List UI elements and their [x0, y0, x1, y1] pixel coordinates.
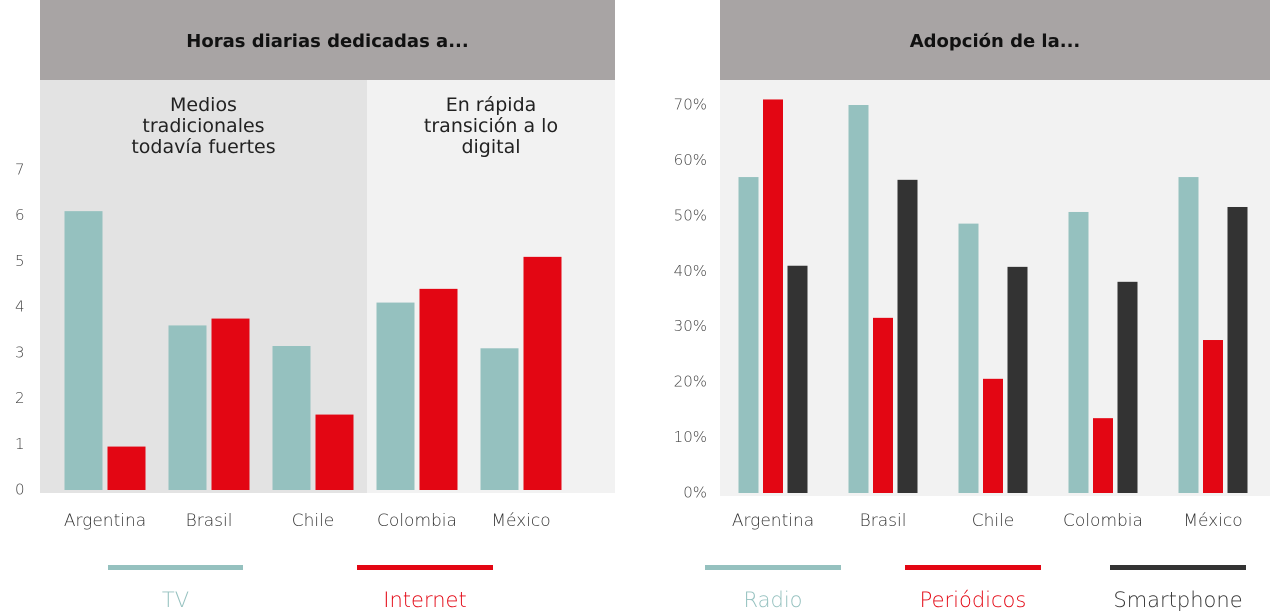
x-tick-label: Brasil — [860, 511, 907, 531]
legend-swatch — [108, 565, 243, 570]
y-tick-label: 70% — [674, 96, 707, 114]
legend-swatch — [357, 565, 493, 570]
y-tick-label: 50% — [674, 206, 707, 224]
bar — [1227, 206, 1248, 493]
bar — [523, 256, 562, 490]
legend-label: Internet — [383, 588, 466, 612]
annotation: En rápida transición a lo digital — [423, 94, 559, 158]
bar — [168, 325, 207, 490]
bar — [983, 378, 1003, 493]
y-tick-label: 0 — [15, 481, 25, 499]
y-tick-label: 4 — [15, 298, 25, 316]
bar — [958, 223, 979, 494]
x-tick-label: Argentina — [64, 511, 146, 531]
x-tick-label: Colombia — [1063, 511, 1143, 531]
bar — [787, 265, 808, 493]
bar — [376, 302, 415, 490]
bar — [272, 346, 311, 490]
legend-swatch — [1110, 565, 1246, 570]
legend-label: Radio — [743, 588, 802, 612]
bar — [1007, 266, 1028, 493]
legend-label: Periódicos — [920, 588, 1027, 612]
bar — [738, 177, 759, 494]
bar — [1093, 418, 1113, 493]
bar — [848, 105, 869, 493]
annotation: Medios tradicionales todavía fuertes — [131, 94, 276, 158]
bar — [897, 179, 918, 494]
chart-title: Horas diarias dedicadas a... — [186, 31, 468, 52]
legend-swatch — [705, 565, 841, 570]
bar — [1068, 211, 1089, 493]
y-tick-label: 60% — [674, 151, 707, 169]
x-tick-label: Chile — [972, 511, 1015, 531]
x-tick-label: Chile — [292, 511, 335, 531]
x-tick-label: México — [491, 511, 550, 531]
y-tick-label: 30% — [674, 317, 707, 335]
bar — [211, 318, 250, 490]
legend-label: TV — [162, 588, 189, 612]
bar — [107, 446, 146, 490]
bar — [480, 348, 519, 490]
bar — [763, 99, 783, 493]
y-tick-label: 7 — [15, 161, 25, 179]
header — [720, 0, 1270, 80]
x-tick-label: Colombia — [377, 511, 457, 531]
bar — [419, 288, 458, 490]
header — [40, 0, 615, 80]
y-tick-label: 40% — [674, 262, 707, 280]
y-tick-label: 0% — [683, 484, 707, 502]
bar — [1203, 340, 1223, 493]
bar — [1117, 281, 1138, 493]
y-tick-label: 10% — [674, 428, 707, 446]
x-tick-label: Brasil — [186, 511, 233, 531]
y-tick-label: 3 — [15, 343, 25, 361]
bar — [64, 211, 103, 490]
y-tick-label: 6 — [15, 206, 25, 224]
chart-title: Adopción de la... — [910, 31, 1081, 52]
y-tick-label: 2 — [15, 389, 25, 407]
y-tick-label: 5 — [15, 252, 25, 270]
x-tick-label: Argentina — [732, 511, 814, 531]
legend-swatch — [905, 565, 1041, 570]
bar — [1178, 177, 1199, 494]
bar — [315, 414, 354, 490]
x-tick-label: México — [1183, 511, 1242, 531]
y-tick-label: 20% — [674, 373, 707, 391]
bar — [873, 317, 893, 493]
y-tick-label: 1 — [15, 435, 25, 453]
legend-label: Smartphone — [1113, 588, 1242, 612]
